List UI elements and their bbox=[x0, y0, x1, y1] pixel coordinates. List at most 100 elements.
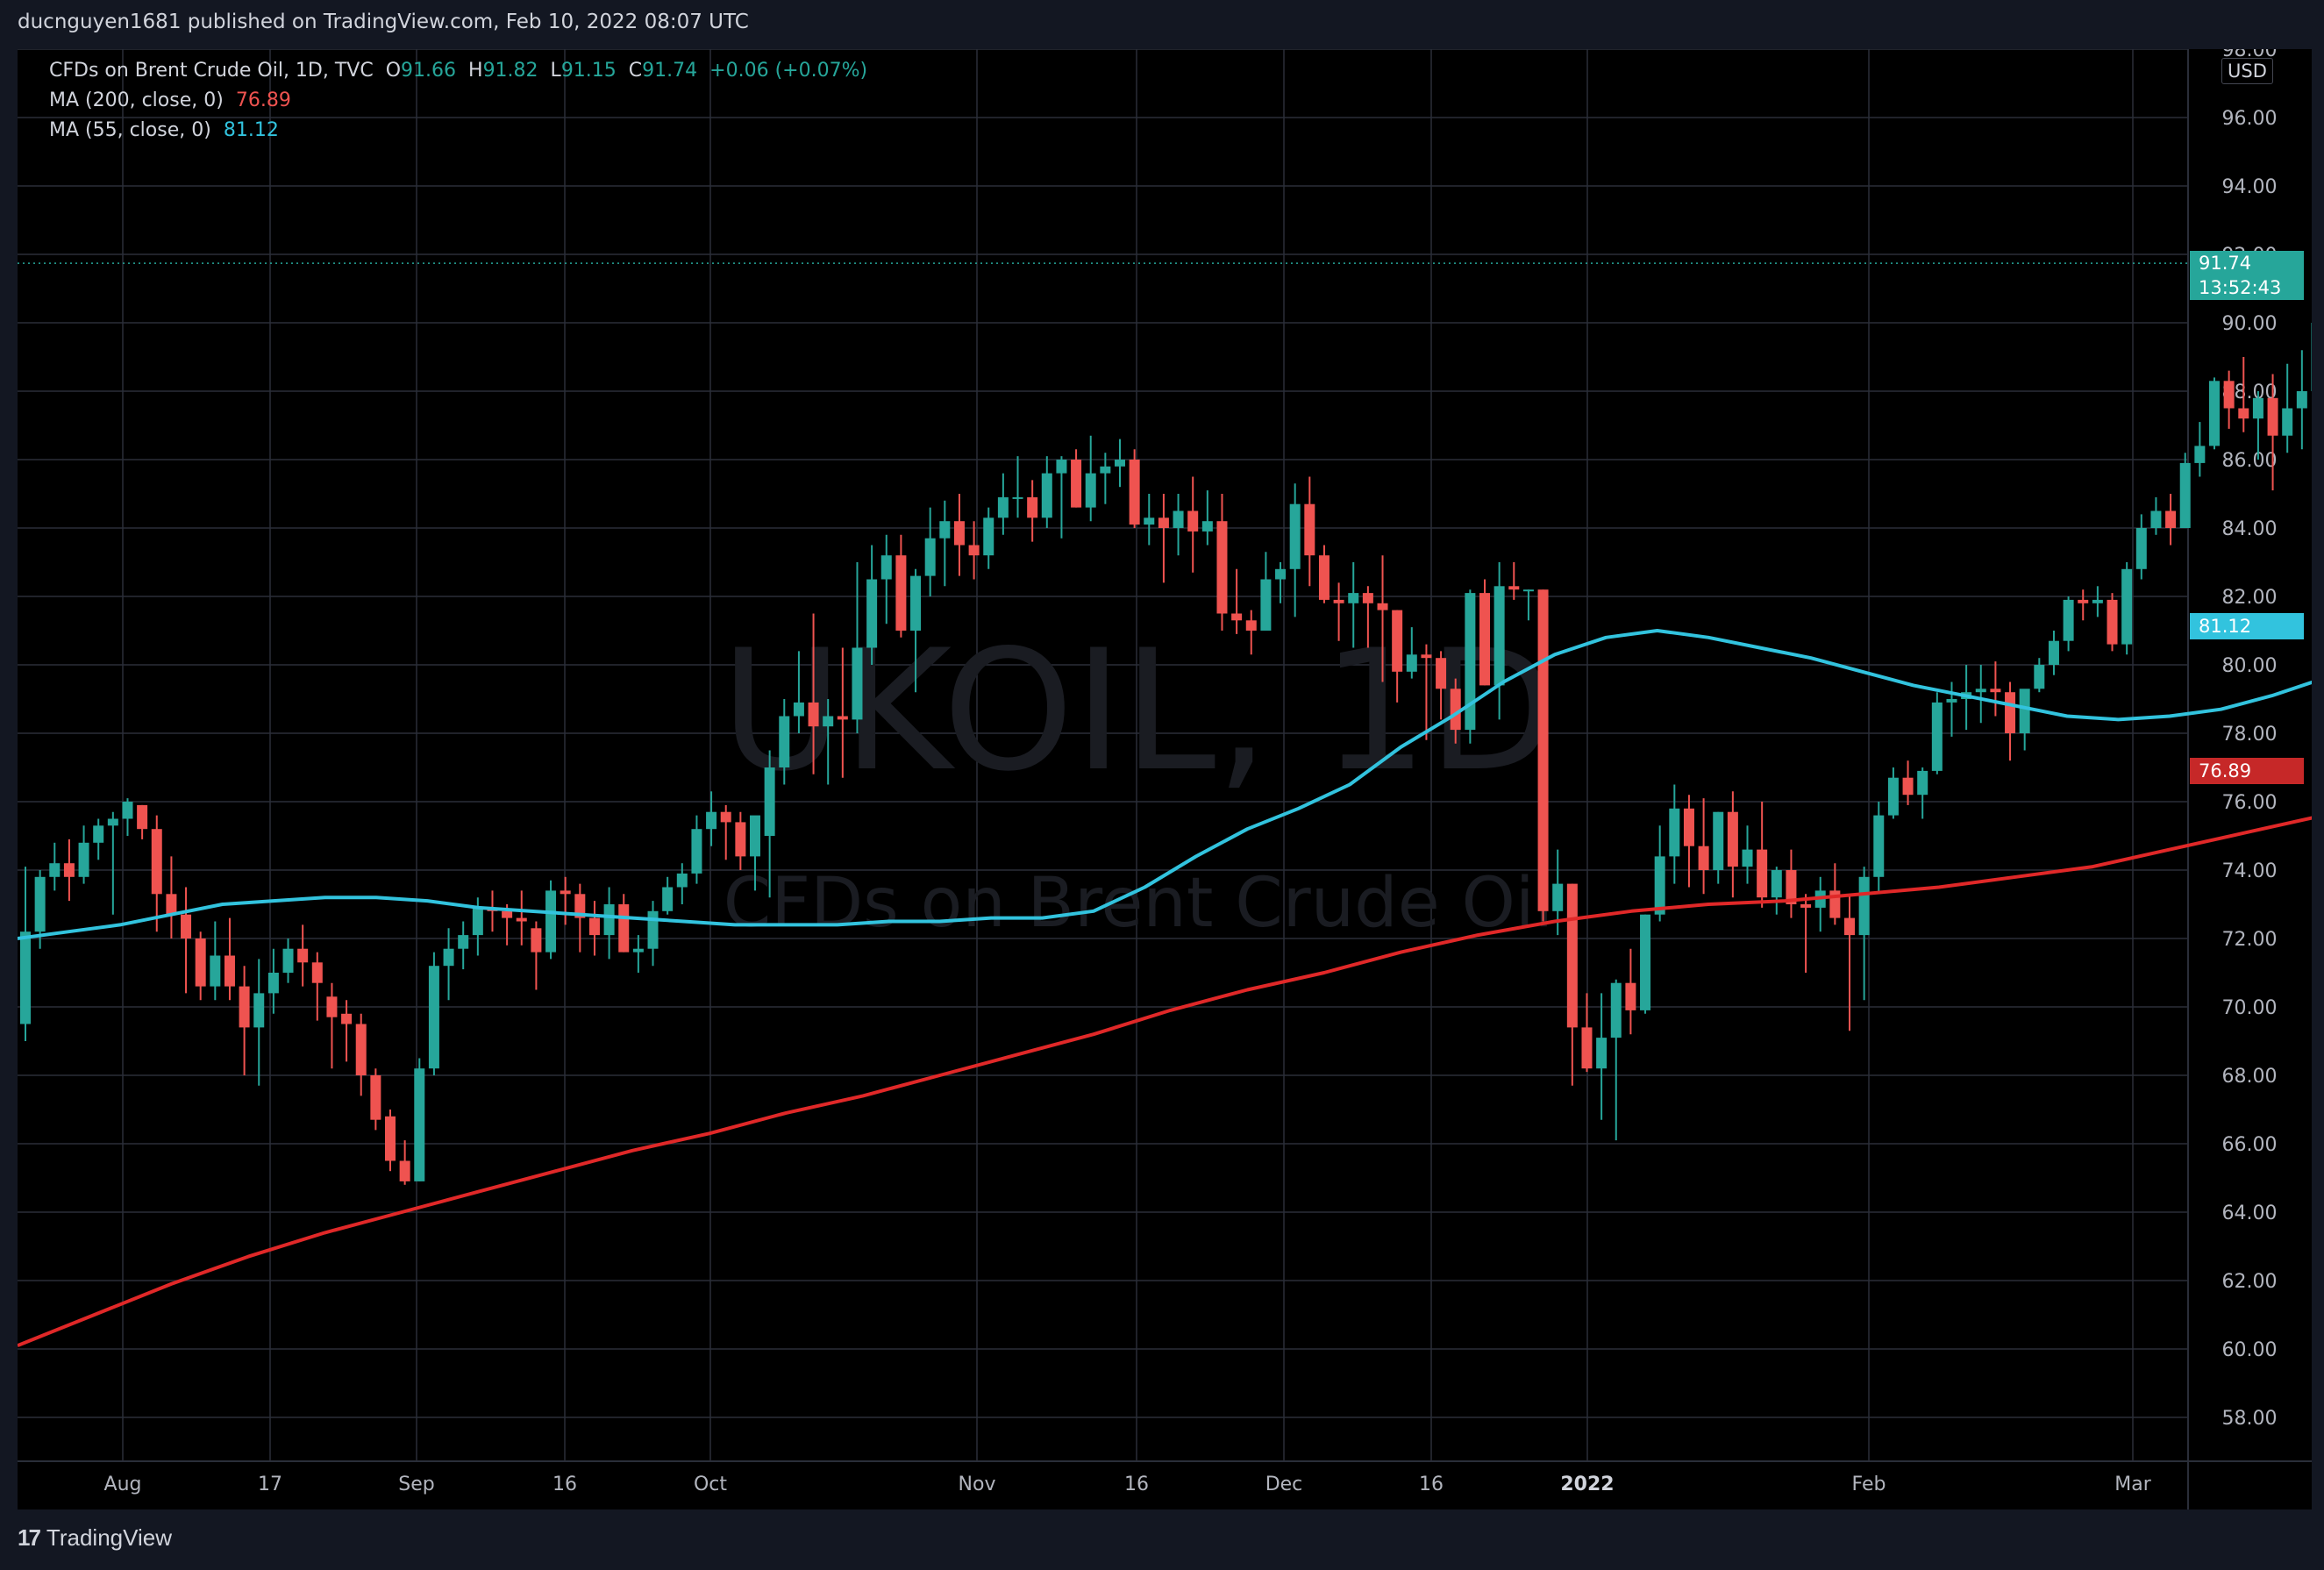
time-tick-label: Feb bbox=[1852, 1474, 1886, 1495]
candle-body bbox=[706, 811, 717, 830]
candle-body bbox=[1012, 496, 1023, 499]
candle-body bbox=[1581, 1027, 1593, 1069]
candle-body bbox=[1479, 593, 1490, 686]
candle-body bbox=[531, 928, 542, 953]
candle-body bbox=[63, 863, 75, 877]
candle-body bbox=[1144, 517, 1155, 525]
price-tick-label: 60.00 bbox=[2222, 1339, 2278, 1361]
ma200-line[interactable] bbox=[18, 771, 2312, 1347]
chart-pane[interactable]: 98.0096.0094.0092.0090.0088.0086.0084.00… bbox=[18, 49, 2312, 1509]
change-value: +0.06 (+0.07%) bbox=[709, 60, 868, 82]
candle-body bbox=[2063, 599, 2074, 641]
candle-body bbox=[618, 904, 630, 953]
time-tick-label: Mar bbox=[2114, 1474, 2151, 1495]
candle-body bbox=[2238, 408, 2249, 419]
price-chart[interactable]: 98.0096.0094.0092.0090.0088.0086.0084.00… bbox=[18, 49, 2312, 1509]
candle-body bbox=[924, 538, 936, 576]
candle-body bbox=[1917, 770, 1928, 796]
candle-body bbox=[2165, 510, 2177, 528]
candle-body bbox=[1771, 870, 1782, 898]
candle-body bbox=[93, 825, 104, 843]
candle-body bbox=[2019, 689, 2030, 733]
candle-body bbox=[239, 986, 250, 1028]
candle-body bbox=[151, 829, 162, 895]
price-tick-label: 64.00 bbox=[2222, 1202, 2278, 1224]
price-tick-label: 70.00 bbox=[2222, 997, 2278, 1019]
candle-body bbox=[1522, 589, 1534, 592]
candle-body bbox=[560, 890, 571, 895]
chart-background bbox=[18, 49, 2312, 1509]
candle-body bbox=[953, 521, 965, 546]
price-tick-label: 68.00 bbox=[2222, 1066, 2278, 1088]
candle-body bbox=[2092, 599, 2103, 603]
price-tick-label: 80.00 bbox=[2222, 655, 2278, 677]
candle-body bbox=[1275, 568, 1287, 580]
price-tick-label: 74.00 bbox=[2222, 860, 2278, 882]
time-tick-label: 16 bbox=[1124, 1474, 1149, 1495]
candle-body bbox=[2252, 397, 2263, 419]
candle-body bbox=[297, 948, 309, 963]
candle-body bbox=[1713, 811, 1724, 870]
candle-body bbox=[1071, 460, 1082, 508]
candle-body bbox=[1333, 599, 1344, 603]
time-tick-label: Sep bbox=[398, 1474, 434, 1495]
watermark-ticker: UKOIL, 1D bbox=[721, 614, 1557, 808]
ma55-legend[interactable]: MA (55, close, 0) 81.12 bbox=[49, 119, 279, 141]
time-tick-label: 16 bbox=[552, 1474, 577, 1495]
currency-label[interactable]: USD bbox=[2221, 58, 2273, 84]
candle-body bbox=[764, 767, 775, 836]
close-label: C bbox=[628, 60, 643, 82]
open-label: O bbox=[385, 60, 402, 82]
candle-body bbox=[1392, 610, 1403, 672]
candle-body bbox=[1377, 603, 1388, 610]
candle-body bbox=[632, 948, 644, 953]
price-tick-label: 72.00 bbox=[2222, 929, 2278, 951]
high-value: 91.82 bbox=[482, 60, 538, 82]
candle-body bbox=[2282, 408, 2293, 436]
candle-body bbox=[2311, 323, 2312, 391]
candle-body bbox=[983, 517, 994, 556]
candle-body bbox=[1786, 870, 1797, 904]
candle-body bbox=[2121, 568, 2133, 645]
candle-body bbox=[370, 1075, 381, 1120]
candle-body bbox=[414, 1068, 425, 1181]
open-value: 91.66 bbox=[401, 60, 457, 82]
candle-body bbox=[341, 1013, 353, 1024]
candle-body bbox=[735, 822, 746, 857]
time-tick-label: Dec bbox=[1265, 1474, 1303, 1495]
candle-body bbox=[2150, 510, 2162, 528]
candle-body bbox=[1552, 883, 1564, 911]
price-tick-label: 94.00 bbox=[2222, 176, 2278, 198]
price-tick-label: 96.00 bbox=[2222, 108, 2278, 130]
candle-body bbox=[662, 887, 674, 911]
candle-body bbox=[1596, 1038, 1608, 1069]
price-tick-label: 66.00 bbox=[2222, 1134, 2278, 1156]
ohlc-legend: CFDs on Brent Crude Oil, 1D, TVC O91.66 … bbox=[49, 60, 867, 82]
candle-body bbox=[1231, 613, 1243, 621]
candle-body bbox=[837, 716, 848, 720]
close-value: 91.74 bbox=[642, 60, 698, 82]
candle-body bbox=[603, 904, 615, 936]
tradingview-logo-icon: 17 bbox=[18, 1524, 41, 1551]
price-tick-label: 58.00 bbox=[2222, 1408, 2278, 1430]
candle-body bbox=[2005, 692, 2016, 733]
candle-body bbox=[1640, 914, 1651, 1010]
candle-body bbox=[1041, 473, 1052, 518]
candle-body bbox=[720, 811, 731, 823]
candle-body bbox=[1406, 654, 1417, 672]
candle-body bbox=[793, 702, 804, 717]
candle-body bbox=[1654, 856, 1665, 915]
candle-body bbox=[282, 948, 294, 973]
candle-body bbox=[516, 917, 527, 922]
ma200-legend-value: 76.89 bbox=[235, 89, 291, 111]
watermark-name: CFDs on Brent Crude Oil bbox=[724, 864, 1553, 943]
candle-body bbox=[166, 894, 177, 915]
ma55-line[interactable] bbox=[18, 627, 2312, 940]
candle-body bbox=[545, 890, 557, 953]
candle-body bbox=[691, 829, 702, 874]
candle-body bbox=[2194, 446, 2206, 463]
tradingview-logo[interactable]: 17 TradingView bbox=[18, 1524, 172, 1552]
candle-body bbox=[968, 545, 980, 556]
ma200-legend[interactable]: MA (200, close, 0) 76.89 bbox=[49, 89, 291, 111]
candle-body bbox=[1465, 593, 1476, 731]
